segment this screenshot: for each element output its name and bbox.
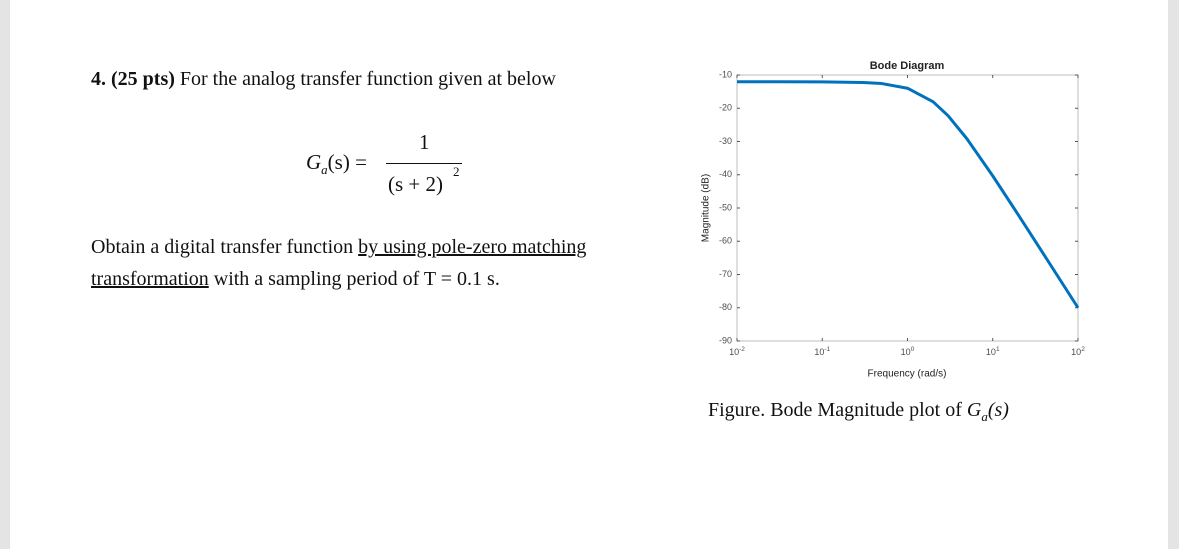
x-tick-exponent: 1	[996, 346, 1000, 353]
x-tick-base: 10	[729, 347, 739, 357]
body-line-1: Obtain a digital transfer function by us…	[91, 236, 586, 259]
y-tick-label: -50	[719, 202, 732, 212]
x-tick-base: 10	[814, 347, 824, 357]
fraction-bar	[386, 163, 462, 164]
underlined-text: transformation	[91, 268, 209, 290]
problem-intro: For the analog transfer function given a…	[179, 68, 556, 90]
y-tick-label: -10	[719, 69, 732, 79]
x-tick-exponent: -2	[739, 346, 745, 353]
y-tick-label: -40	[719, 169, 732, 179]
x-tick-exponent: 0	[911, 346, 915, 353]
y-tick-label: -60	[719, 236, 732, 246]
caption-argument: (s)	[987, 399, 1009, 421]
chart-title: Bode Diagram	[870, 60, 945, 72]
eq-function: G	[306, 150, 322, 174]
figure-caption: Figure. Bode Magnitude plot of Ga(s)	[708, 399, 1009, 425]
x-tick-base: 10	[986, 347, 996, 357]
y-tick-label: -30	[719, 136, 732, 146]
body-line-2: transformation with a sampling period of…	[91, 268, 500, 291]
x-tick-exponent: -1	[824, 346, 830, 353]
x-tick-base: 10	[901, 347, 911, 357]
eq-numerator: 1	[419, 130, 430, 154]
plot-frame	[736, 74, 1079, 342]
body-text: with a sampling period of T = 0.1 s.	[213, 268, 500, 290]
eq-equals: =	[355, 150, 367, 174]
caption-subscript: a	[981, 409, 988, 424]
magnitude-line	[737, 80, 1080, 309]
x-tick-label: 10-2	[729, 346, 745, 358]
x-axis-label: Frequency (rad/s)	[868, 369, 947, 380]
x-tick-label: 100	[901, 346, 915, 358]
x-tick-label: 102	[1071, 346, 1085, 358]
problem-number: 4. (25 pts)	[91, 68, 175, 90]
x-tick-base: 10	[1071, 347, 1081, 357]
eq-denominator: (s + 2)	[388, 172, 444, 196]
y-axis-label: Magnitude (dB)	[701, 174, 712, 242]
x-tick-exponent: 2	[1081, 346, 1085, 353]
y-tick-label: -70	[719, 269, 732, 279]
eq-power: 2	[453, 164, 460, 179]
y-tick-label: -80	[719, 302, 732, 312]
underlined-text: by using pole-zero matching	[358, 236, 587, 258]
right-margin	[1168, 0, 1179, 549]
problem-heading: 4. (25 pts) For the analog transfer func…	[91, 68, 556, 91]
y-tick-label: -90	[719, 335, 732, 345]
left-margin	[0, 0, 10, 549]
eq-subscript: a	[321, 162, 328, 178]
y-tick-label: -20	[719, 103, 732, 113]
x-tick-label: 101	[986, 346, 1000, 358]
caption-text: Figure. Bode Magnitude plot of	[708, 399, 962, 421]
eq-argument: (s)	[327, 150, 350, 174]
x-tick-label: 10-1	[814, 346, 830, 358]
caption-function: G	[966, 399, 982, 421]
eq-lhs: Ga(s) =	[306, 150, 367, 178]
body-text: Obtain a digital transfer function	[91, 236, 354, 258]
